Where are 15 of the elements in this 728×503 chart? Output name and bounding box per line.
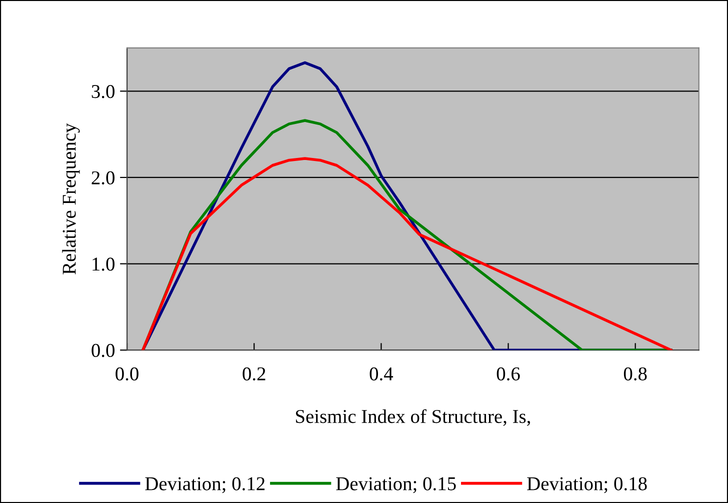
y-tick-label: 3.0 [92, 84, 114, 98]
y-tick-label: 1.0 [92, 258, 114, 271]
y-axis-title: Relative Frequency [62, 123, 80, 274]
y-tick-label: 0.0 [92, 344, 114, 358]
x-tick-label: 0.4 [370, 367, 394, 381]
line-series [142, 157, 672, 350]
legend-label: Deviation; 0.12 [145, 477, 265, 494]
x-axis-title: Seismic Index of Structure, Is, [296, 409, 530, 426]
x-tick-label: 0.6 [496, 367, 520, 381]
legend-label: Deviation; 0.18 [527, 477, 647, 494]
x-tick-label: 0.0 [116, 367, 138, 381]
y-tick-label: 2.0 [92, 171, 114, 184]
x-tick-label: 0.8 [624, 367, 647, 381]
legend-label: Deviation; 0.15 [336, 477, 456, 494]
x-tick-label: 0.2 [242, 367, 266, 381]
